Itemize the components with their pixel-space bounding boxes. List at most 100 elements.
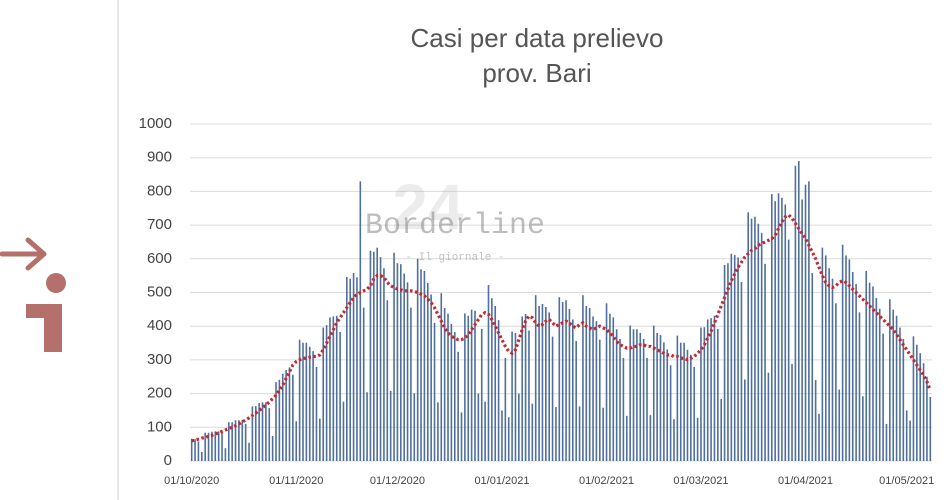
- bar: [437, 402, 439, 461]
- bar: [302, 342, 304, 461]
- bar: [676, 335, 679, 461]
- bar: [899, 327, 901, 461]
- bar: [625, 415, 628, 461]
- bar: [831, 278, 834, 461]
- bar: [646, 357, 648, 461]
- bar: [696, 417, 699, 461]
- y-tick-label: 800: [147, 182, 172, 199]
- bar: [622, 357, 625, 461]
- bar: [396, 263, 399, 461]
- bar: [491, 298, 493, 461]
- bar: [383, 268, 385, 461]
- x-tick-label: 01/05/2021: [879, 475, 934, 487]
- bar: [518, 393, 520, 461]
- bar: [453, 331, 456, 461]
- bar: [406, 282, 409, 461]
- bar: [851, 271, 854, 461]
- bar: [669, 365, 672, 461]
- bar: [872, 286, 874, 461]
- bar: [281, 373, 284, 461]
- bar: [720, 398, 723, 461]
- y-tick-label: 600: [147, 250, 172, 267]
- bar: [797, 161, 800, 461]
- bar: [615, 329, 618, 461]
- bar: [835, 303, 837, 461]
- bar: [369, 250, 372, 461]
- y-tick-label: 500: [147, 283, 172, 300]
- bar: [588, 308, 591, 461]
- watermark-number: 24: [392, 171, 464, 243]
- bar: [821, 247, 824, 461]
- bar: [201, 451, 203, 461]
- bar: [598, 339, 601, 461]
- bar: [875, 297, 878, 461]
- bar: [244, 423, 247, 461]
- bar: [268, 408, 271, 461]
- bar: [764, 263, 766, 461]
- bar: [423, 270, 426, 461]
- bar: [524, 314, 527, 461]
- bar: [804, 184, 807, 461]
- bar: [399, 264, 402, 461]
- bar: [619, 339, 621, 461]
- bar: [905, 410, 908, 461]
- bar: [329, 317, 331, 461]
- bar: [261, 402, 264, 461]
- bar: [241, 419, 244, 461]
- bar: [410, 307, 412, 461]
- bar: [683, 342, 685, 461]
- bar: [494, 305, 497, 461]
- bar: [413, 393, 416, 461]
- bar: [335, 315, 338, 461]
- bar: [659, 334, 662, 461]
- bar: [238, 420, 240, 461]
- bar: [507, 417, 510, 461]
- bar: [605, 303, 608, 461]
- bar: [325, 325, 328, 461]
- y-tick-label: 0: [164, 452, 172, 469]
- bar: [190, 438, 193, 461]
- y-tick-label: 300: [147, 351, 172, 368]
- bar: [629, 325, 631, 461]
- bar: [754, 216, 756, 461]
- moving-average-line: [191, 213, 932, 443]
- bar: [841, 244, 844, 461]
- bar: [558, 297, 561, 461]
- bar: [757, 223, 760, 461]
- bar: [693, 366, 696, 461]
- bar: [895, 315, 898, 461]
- x-tick-label: 01/03/2021: [673, 475, 728, 487]
- bar: [541, 303, 544, 461]
- bar: [666, 349, 669, 461]
- bar: [710, 318, 712, 461]
- bar: [595, 321, 598, 461]
- bar: [730, 253, 733, 461]
- bar: [632, 329, 635, 461]
- bar: [808, 181, 810, 462]
- bar: [504, 357, 507, 461]
- bar: [862, 396, 864, 461]
- bar: [801, 199, 803, 461]
- x-tick-label: 01/10/2020: [164, 475, 219, 487]
- bar: [929, 396, 932, 461]
- bar: [501, 410, 503, 461]
- bar: [254, 406, 257, 461]
- bar: [342, 401, 345, 461]
- bar: [767, 372, 770, 461]
- bar: [366, 392, 368, 461]
- bar: [919, 353, 921, 461]
- bar: [868, 282, 871, 461]
- bar: [231, 422, 233, 461]
- bar: [838, 389, 841, 461]
- bar: [592, 316, 594, 461]
- bar: [703, 327, 706, 461]
- bar: [251, 406, 254, 461]
- bar: [845, 255, 847, 461]
- bar: [416, 258, 419, 461]
- bar: [305, 342, 308, 461]
- bar: [750, 218, 753, 461]
- bar: [636, 329, 638, 461]
- bar: [774, 201, 776, 461]
- bar: [312, 351, 314, 461]
- bar: [275, 382, 277, 461]
